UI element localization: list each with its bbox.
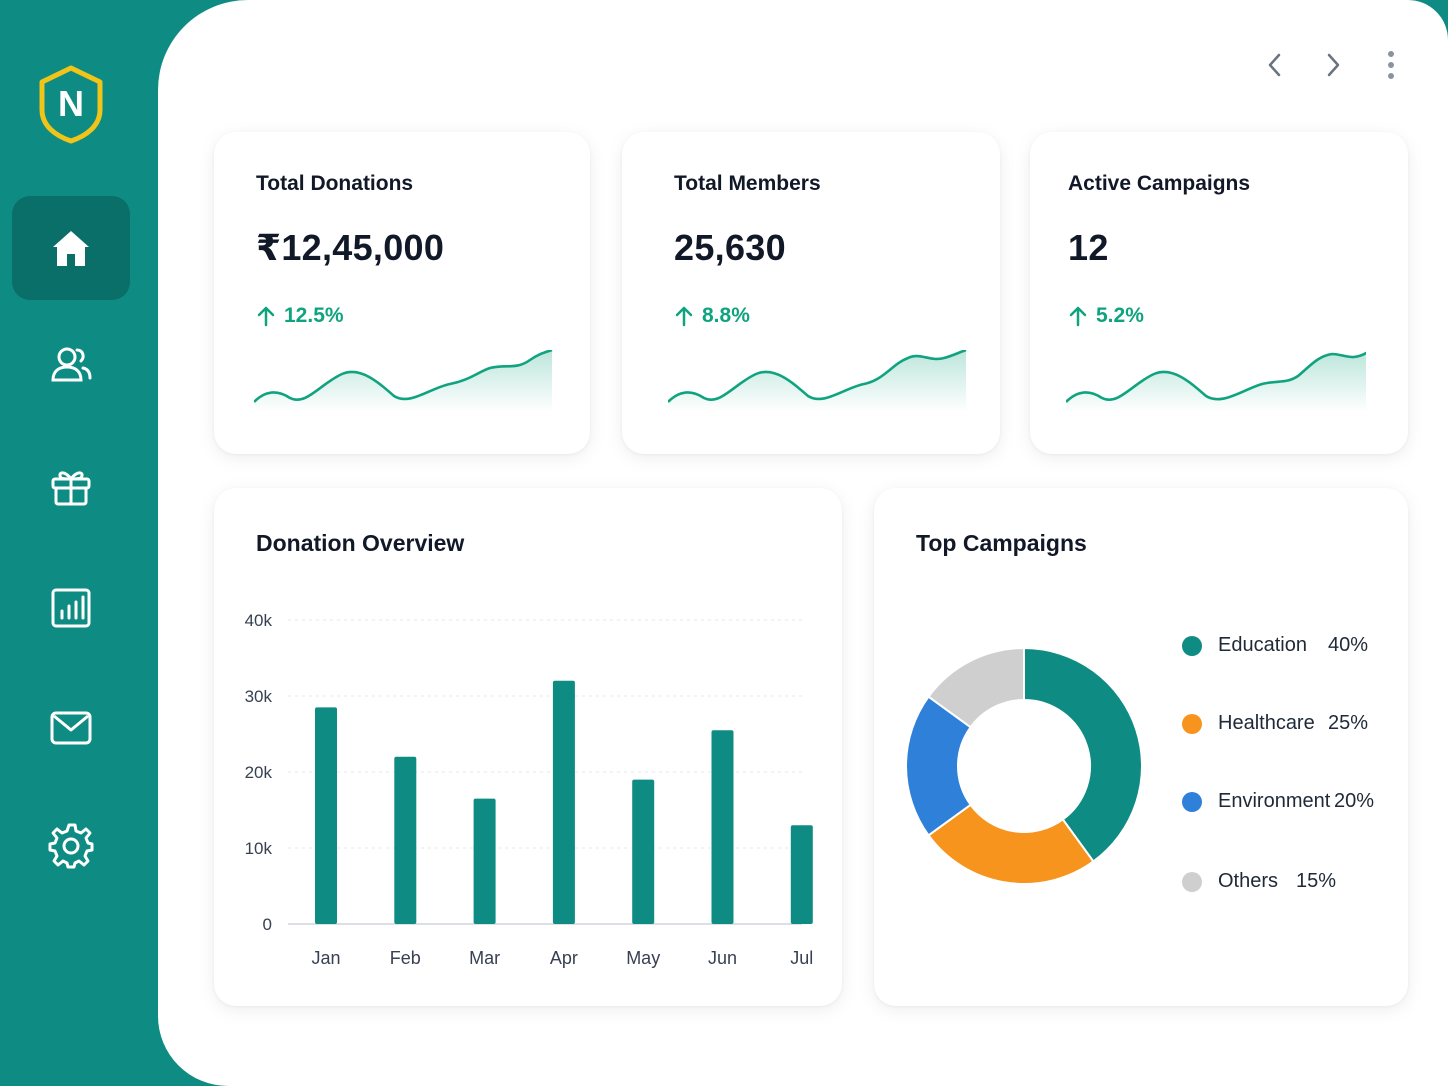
bar-feb[interactable]: [394, 756, 417, 924]
stat-card-active-campaigns[interactable]: Active Campaigns 12 5.2%: [1030, 132, 1408, 454]
legend-item-others: Others 15%: [1182, 870, 1336, 893]
legend-item-healthcare: Healthcare 25%: [1182, 712, 1368, 735]
stat-value: 25,630: [674, 227, 786, 268]
donation-overview-card: Donation Overview 0 10k 20k 30k 40k Jan Feb Mar…: [214, 488, 842, 1006]
stat-title: Active Campaigns: [1068, 172, 1251, 195]
x-tick-label: Jul: [790, 948, 813, 968]
stat-title: Total Donations: [256, 172, 414, 195]
gear-icon: [48, 823, 94, 869]
stat-card-total-members[interactable]: Total Members 25,630 8.8%: [622, 132, 1000, 454]
users-icon: [51, 347, 92, 382]
bar-apr[interactable]: [552, 680, 575, 924]
stat-value: ₹12,45,000: [256, 227, 445, 268]
bar-jan[interactable]: [315, 707, 337, 924]
sparkline: [668, 350, 967, 412]
legend-item-education: Education 40%: [1182, 634, 1368, 657]
x-tick-label: Jan: [311, 948, 340, 968]
legend-percent: 15%: [1296, 870, 1337, 892]
arrow-up-icon: [257, 306, 275, 327]
donut-slice-healthcare[interactable]: [927, 803, 1095, 885]
stat-change-value: 12.5%: [284, 304, 344, 327]
sidebar: N: [0, 0, 158, 1086]
bar-mar[interactable]: [473, 798, 496, 924]
bar-chart-icon: [51, 588, 91, 628]
logo[interactable]: N: [36, 64, 106, 144]
x-tick-label: Feb: [390, 948, 421, 968]
stat-change: 12.5%: [256, 304, 344, 328]
stat-title: Total Members: [674, 172, 821, 195]
y-tick-label: 10k: [245, 839, 273, 858]
sidebar-item-members[interactable]: [12, 312, 130, 416]
top-campaigns-title: Top Campaigns: [916, 530, 1087, 556]
sidebar-item-reports[interactable]: [12, 556, 130, 660]
campaign-donut-chart: [905, 646, 1143, 885]
mail-icon: [50, 711, 92, 745]
top-navigation: [1258, 48, 1408, 82]
x-tick-label: May: [626, 948, 660, 968]
chevron-left-icon: [1268, 53, 1281, 77]
legend-dot: [1182, 635, 1202, 656]
top-campaigns-card: Top Campaigns Education 40% Healthcare 2…: [874, 488, 1408, 1006]
arrow-up-icon: [675, 306, 693, 327]
sidebar-item-donations[interactable]: [12, 434, 130, 538]
stat-change: 5.2%: [1068, 304, 1144, 328]
legend-percent: 20%: [1334, 790, 1375, 812]
stat-change-value: 8.8%: [702, 304, 750, 327]
gift-icon: [51, 471, 91, 506]
legend-label: Environment: [1218, 790, 1331, 812]
donation-bar-chart: 0 10k 20k 30k 40k Jan Feb Mar Apr May Jun Jul: [245, 611, 814, 968]
legend-percent: 25%: [1328, 712, 1369, 734]
y-tick-label: 0: [263, 915, 272, 934]
donut-slice-education[interactable]: [1023, 646, 1143, 863]
bar-jul[interactable]: [790, 825, 813, 924]
legend-label: Education: [1218, 634, 1307, 656]
y-tick-label: 40k: [245, 611, 273, 630]
logo-letter: N: [58, 83, 84, 124]
legend-dot: [1182, 871, 1202, 892]
stat-change: 8.8%: [674, 304, 750, 328]
y-tick-label: 20k: [245, 763, 273, 782]
bar-may[interactable]: [632, 779, 655, 924]
more-vertical-icon: [1388, 51, 1394, 79]
legend-percent: 40%: [1328, 634, 1369, 656]
arrow-up-icon: [1069, 306, 1087, 327]
home-icon: [53, 231, 89, 266]
x-tick-label: Jun: [708, 948, 737, 968]
sparkline: [1066, 351, 1366, 412]
more-options-button[interactable]: [1374, 48, 1408, 82]
x-tick-label: Mar: [469, 948, 500, 968]
y-tick-label: 30k: [245, 687, 273, 706]
stat-card-total-donations[interactable]: Total Donations ₹12,45,000 12.5%: [214, 132, 590, 454]
chevron-right-icon: [1327, 53, 1340, 77]
legend-dot: [1182, 713, 1202, 734]
legend-label: Healthcare: [1218, 712, 1315, 734]
stat-value: 12: [1068, 227, 1109, 268]
donut-slice-others[interactable]: [927, 646, 1025, 729]
x-tick-label: Apr: [550, 948, 578, 968]
sparkline: [254, 350, 553, 412]
sidebar-item-home[interactable]: [12, 196, 130, 300]
back-button[interactable]: [1258, 48, 1292, 82]
stat-change-value: 5.2%: [1096, 304, 1144, 327]
logo-shield-icon: N: [39, 65, 103, 144]
bar-jun[interactable]: [711, 730, 734, 924]
legend-dot: [1182, 791, 1202, 812]
legend-item-environment: Environment 20%: [1182, 790, 1374, 813]
legend-label: Others: [1218, 870, 1279, 892]
sidebar-item-settings[interactable]: [12, 794, 130, 898]
donation-overview-title: Donation Overview: [256, 530, 465, 556]
sidebar-item-messages[interactable]: [12, 676, 130, 780]
main-content: Total Donations ₹12,45,000 12.5%: [158, 0, 1448, 1086]
forward-button[interactable]: [1316, 48, 1350, 82]
